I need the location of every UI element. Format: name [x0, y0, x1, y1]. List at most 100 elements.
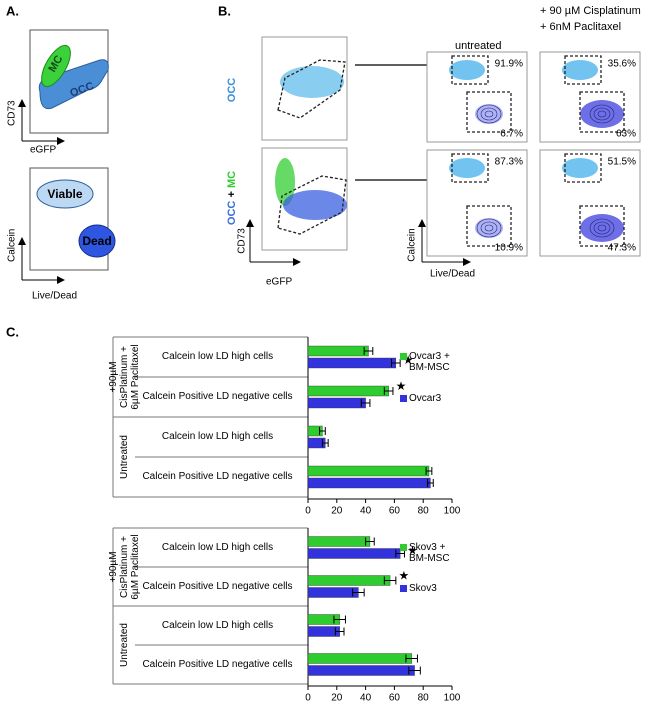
axis-label: eGFP: [30, 145, 56, 156]
row-label-part: MC: [226, 171, 238, 188]
annotation: ★: [407, 544, 418, 558]
gate-percent: 6.7%: [500, 129, 523, 140]
contour: [589, 104, 615, 124]
error-bar: [360, 399, 371, 407]
contour: [480, 221, 498, 235]
x-tick-label: 40: [360, 506, 372, 517]
group-label: +90µM CisPlatinum + 6µM Paclitaxel: [107, 534, 141, 600]
gate: [277, 59, 346, 119]
row-label: OCC + MC: [226, 171, 238, 225]
x-tick-label: 20: [331, 506, 343, 517]
x-tick-label: 100: [444, 693, 461, 704]
category-label: Calcein low LD high cells: [161, 431, 274, 442]
gate-percent: 47.3%: [608, 243, 636, 254]
gate: [564, 153, 602, 183]
gate: [466, 91, 512, 133]
x-tick-label: 0: [305, 693, 311, 704]
bar: [307, 653, 412, 664]
cell-cloud: [475, 104, 503, 124]
legend-label: Ovcar3: [409, 393, 442, 404]
error-bar: [334, 627, 345, 636]
annotation: ★: [398, 569, 409, 583]
x-tick-label: 60: [389, 506, 401, 517]
row-label-part: +: [226, 191, 238, 197]
error-bar: [365, 537, 375, 546]
error-bar: [383, 576, 397, 585]
cell-cloud: [280, 66, 344, 98]
bar: [307, 548, 401, 559]
bar: [307, 665, 415, 676]
bar: [307, 477, 431, 489]
column-header: untreated: [455, 40, 501, 52]
bar: [307, 587, 359, 598]
gate: [579, 205, 625, 247]
axis-label: Calcein: [7, 229, 18, 262]
cell-cloud: [580, 100, 624, 128]
group-label: Untreated: [118, 623, 130, 667]
annotation: ★: [403, 353, 414, 367]
contour: [484, 224, 494, 232]
bar: [307, 536, 371, 547]
gated-plots: 91.9% 6.7% 35.6% 63% 87.3% 10.9% 51.5% 47.3%: [426, 51, 641, 257]
panel-label: C.: [6, 324, 19, 339]
panel-label: B.: [218, 3, 231, 18]
category-label: Calcein Positive LD negative cells: [142, 580, 293, 592]
axis-label: Live/Dead: [32, 291, 77, 302]
contour: [484, 110, 494, 118]
annotation: ★: [396, 379, 407, 393]
contour: [476, 218, 502, 238]
axis-label: Calcein: [407, 228, 418, 261]
category-label: Calcein Positive LD negative cells: [142, 471, 293, 482]
dead-shape: [78, 224, 116, 258]
cell-cloud: [449, 60, 485, 80]
x-tick-label: 100: [444, 506, 461, 517]
cell-cloud: [275, 158, 295, 206]
gate: [451, 153, 489, 183]
error-bar: [352, 588, 365, 597]
contour: [593, 107, 611, 121]
group-label: Untreated: [118, 435, 130, 479]
error-bar: [391, 359, 401, 367]
axis-label: CD73: [237, 228, 248, 254]
legend-label: Ovcar3 + BM-MSC: [409, 351, 450, 373]
viable-shape: [36, 179, 94, 209]
axis-label: eGFP: [266, 277, 292, 288]
x-tick-label: 20: [331, 693, 343, 704]
legend-label: Skov3 + BM-MSC: [409, 542, 450, 564]
error-bar: [363, 347, 374, 355]
gate: [277, 175, 347, 235]
gate-percent: 10.9%: [495, 243, 523, 254]
error-bar: [321, 439, 329, 447]
cell-cloud: [562, 60, 598, 80]
x-tick-label: 80: [418, 693, 430, 704]
x-tick-label: 0: [305, 506, 311, 517]
bar: [307, 465, 430, 477]
category-label: Calcein low LD high cells: [161, 619, 274, 631]
x-tick-label: 40: [360, 693, 372, 704]
gate-percent: 35.6%: [608, 59, 636, 70]
group-label: +90µM CisPlatinum + 6µM Paclitaxel: [107, 344, 141, 410]
gate-percent: 87.3%: [495, 157, 523, 168]
bar: [307, 575, 391, 586]
legend-swatch: [400, 353, 407, 360]
viable-label: Viable: [47, 187, 82, 201]
error-bar: [383, 387, 394, 395]
legend-swatch: [400, 395, 407, 402]
error-bar: [319, 427, 326, 435]
error-bar: [333, 615, 346, 624]
legend-label: Skov3: [409, 583, 437, 594]
bar: [307, 397, 366, 409]
axis-label: CD73: [7, 100, 18, 126]
column-header: + 90 µM Cisplatinum: [540, 5, 641, 17]
contour: [476, 104, 502, 124]
contour: [593, 221, 611, 235]
gate: [579, 91, 625, 133]
mc-shape: [41, 44, 71, 88]
category-label: Calcein low LD high cells: [161, 541, 274, 553]
cell-cloud: [449, 158, 485, 178]
x-tick-label: 60: [389, 693, 401, 704]
error-bar: [427, 479, 434, 487]
bar: [307, 345, 369, 357]
gate: [564, 55, 602, 85]
